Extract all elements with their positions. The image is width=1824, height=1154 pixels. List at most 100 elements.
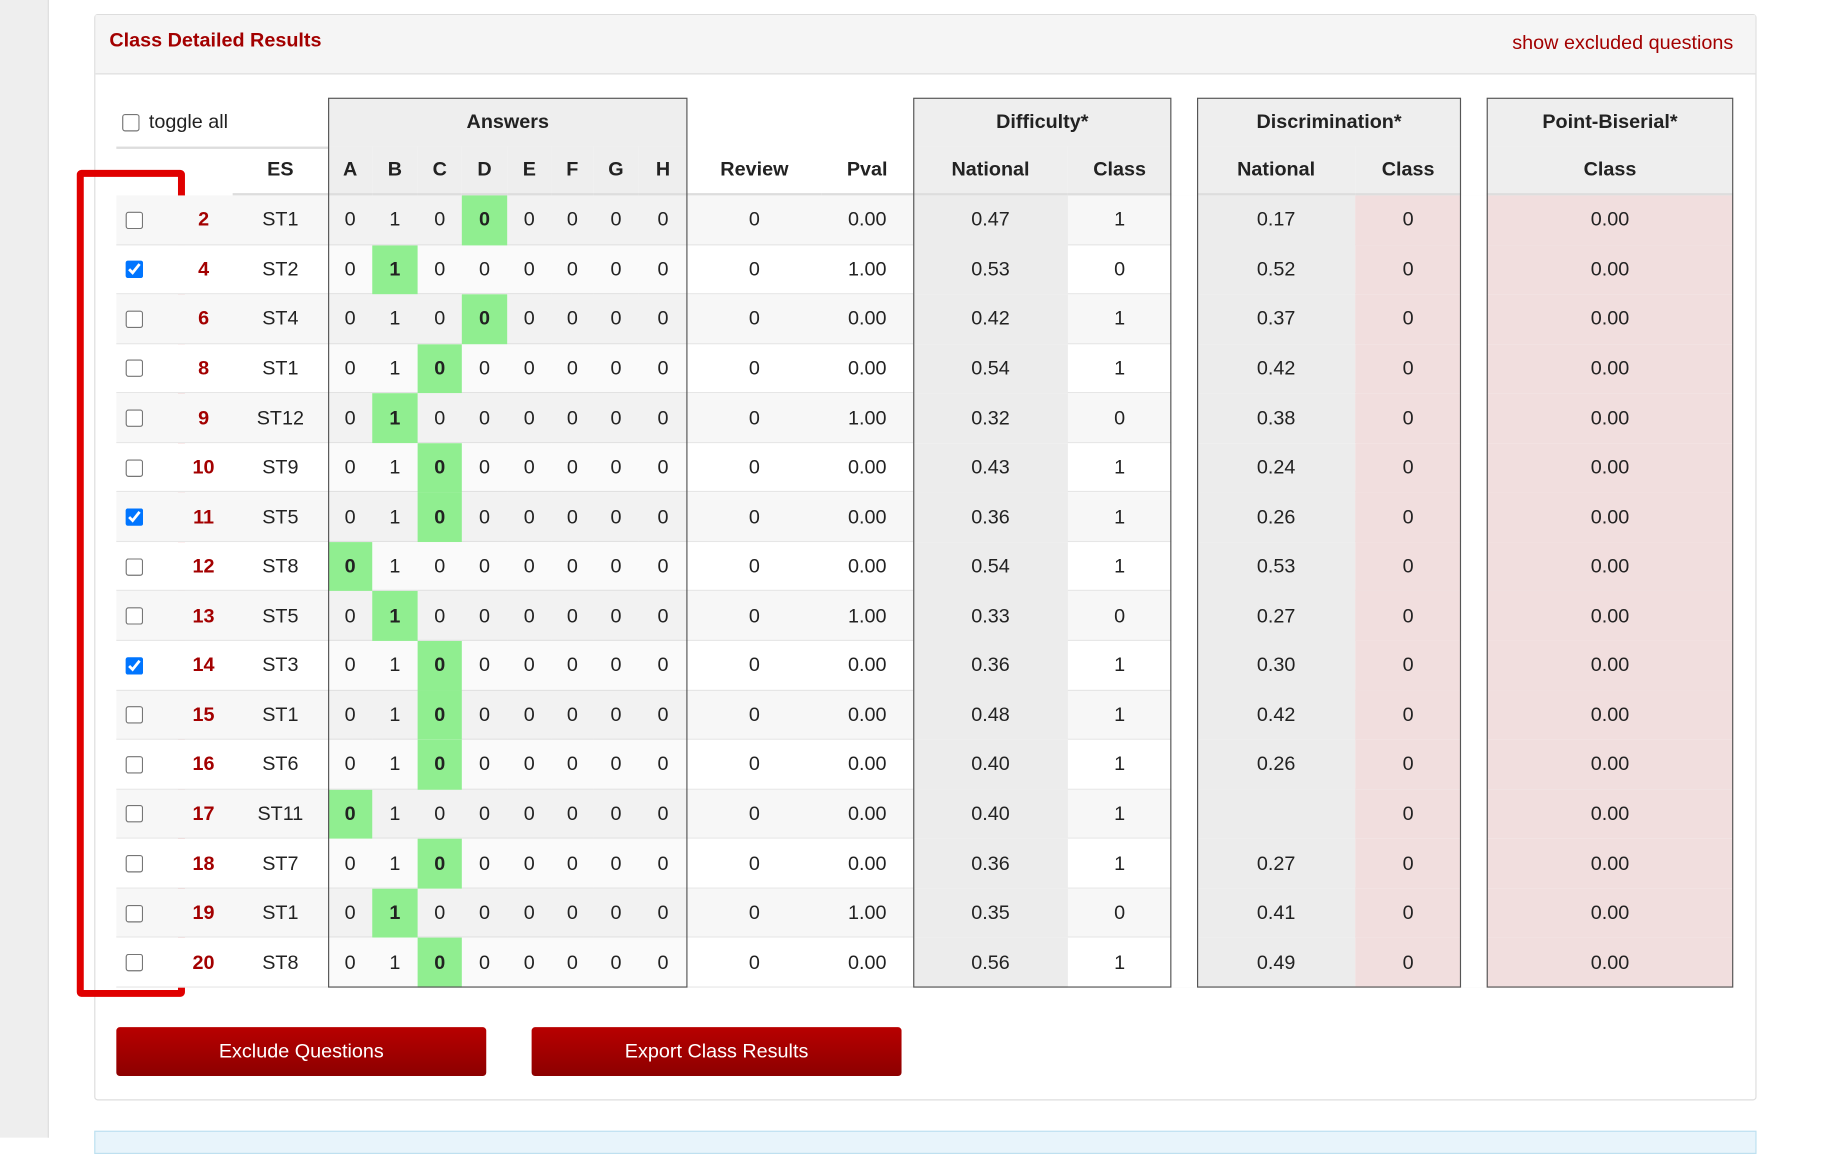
point-biserial-class: 0.00 [1486,888,1734,939]
answer-count: 0 [478,753,491,776]
answer-count: 1 [389,357,401,380]
column-header: H [638,146,688,196]
row-checkbox[interactable] [125,211,143,229]
answer-count: 0 [610,357,622,380]
discrimination-national: 0.26 [1197,492,1356,542]
answer-count: 0 [523,852,535,875]
answer-count: 0 [344,208,356,231]
column-header: E [507,146,552,196]
question-number[interactable]: 8 [198,357,210,380]
column-header: Review [687,147,822,196]
point-biserial-class: 0.00 [1486,591,1734,641]
discrimination-national [1197,789,1356,840]
answer-count: 1 [389,505,401,528]
discrimination-class: 0 [1355,294,1462,344]
row-checkbox[interactable] [125,954,143,972]
question-number[interactable]: 17 [192,802,215,825]
question-number[interactable]: 19 [192,901,215,924]
review: 0 [748,456,760,479]
column-header: A [328,146,373,196]
es-code: ST4 [262,307,299,330]
toggle-all-checkbox[interactable] [122,113,140,131]
row-checkbox[interactable] [125,508,143,526]
answer-count: 0 [610,753,622,776]
row-checkbox[interactable] [125,657,143,675]
answer-count: 0 [657,208,669,231]
row-checkbox[interactable] [125,458,143,477]
question-number[interactable]: 6 [198,307,210,330]
question-number[interactable]: 15 [192,703,215,726]
action-button[interactable]: Export Class Results [531,1027,902,1077]
answer-key: 0 [417,640,462,691]
row-select [116,889,151,938]
question-number[interactable]: 9 [198,406,210,429]
answer-count: 0 [478,406,491,429]
row-checkbox[interactable] [125,557,143,576]
difficulty-national: 0.40 [913,789,1068,840]
question-number[interactable]: 13 [192,604,215,627]
answer-count: 0 [344,604,356,627]
question-number[interactable]: 11 [193,505,215,528]
answer-count: 0 [478,505,491,528]
review: 0 [748,654,760,677]
row-checkbox[interactable] [125,359,143,378]
answer-count: 0 [478,951,491,974]
question-number[interactable]: 12 [192,555,215,578]
discrimination-national: 0.42 [1197,343,1356,394]
difficulty-class: 0 [1114,901,1126,924]
difficulty-class: 0 [1114,604,1126,627]
discrimination-national: 0.27 [1197,591,1356,641]
row-checkbox[interactable] [125,904,143,923]
difficulty-class: 1 [1114,852,1126,875]
action-button[interactable]: Exclude Questions [116,1027,487,1077]
answer-count: 0 [523,505,535,528]
question-number[interactable]: 18 [192,852,215,875]
question-number[interactable]: 10 [192,456,215,479]
answer-count: 0 [610,703,622,726]
column-header: Class [1355,146,1462,196]
answer-count: 0 [610,901,622,924]
question-number[interactable]: 4 [198,258,210,281]
answer-count: 0 [657,753,669,776]
answer-count: 0 [344,852,356,875]
column-header: National [913,146,1068,196]
es-code: ST5 [262,505,299,528]
answer-count: 0 [657,802,669,825]
answer-count: 0 [657,456,669,479]
row-select [116,195,151,244]
row-checkbox[interactable] [125,310,143,328]
row-checkbox[interactable] [125,409,143,427]
question-number[interactable]: 20 [192,951,215,974]
pval: 0.00 [847,555,887,578]
discrimination-class: 0 [1355,195,1462,245]
difficulty-national: 0.36 [913,640,1068,691]
row-checkbox[interactable] [125,756,143,774]
show-excluded-link[interactable]: show excluded questions [1512,31,1734,54]
answer-count: 0 [657,357,669,380]
question-number[interactable]: 14 [192,654,215,677]
answer-count: 0 [344,406,356,429]
answer-count: 0 [434,406,446,429]
row-checkbox[interactable] [125,805,143,823]
difficulty-national: 0.53 [913,244,1068,295]
difficulty-national: 0.42 [913,294,1068,344]
difficulty-national: 0.48 [913,690,1068,741]
column-header: C [417,146,462,196]
question-number[interactable]: 2 [198,208,210,231]
answer-count: 0 [566,901,578,924]
difficulty-class: 1 [1114,208,1126,231]
row-checkbox[interactable] [125,260,143,279]
answer-count: 0 [344,703,356,726]
answer-count: 0 [610,307,622,330]
answer-count: 0 [566,703,578,726]
answer-key: 0 [417,442,462,493]
row-select [116,938,151,987]
answer-count: 1 [389,456,401,479]
row-checkbox[interactable] [125,706,143,724]
review: 0 [748,852,760,875]
question-number[interactable]: 16 [192,753,215,776]
row-checkbox[interactable] [125,855,143,873]
row-checkbox[interactable] [125,607,143,625]
difficulty-class: 1 [1114,357,1126,380]
